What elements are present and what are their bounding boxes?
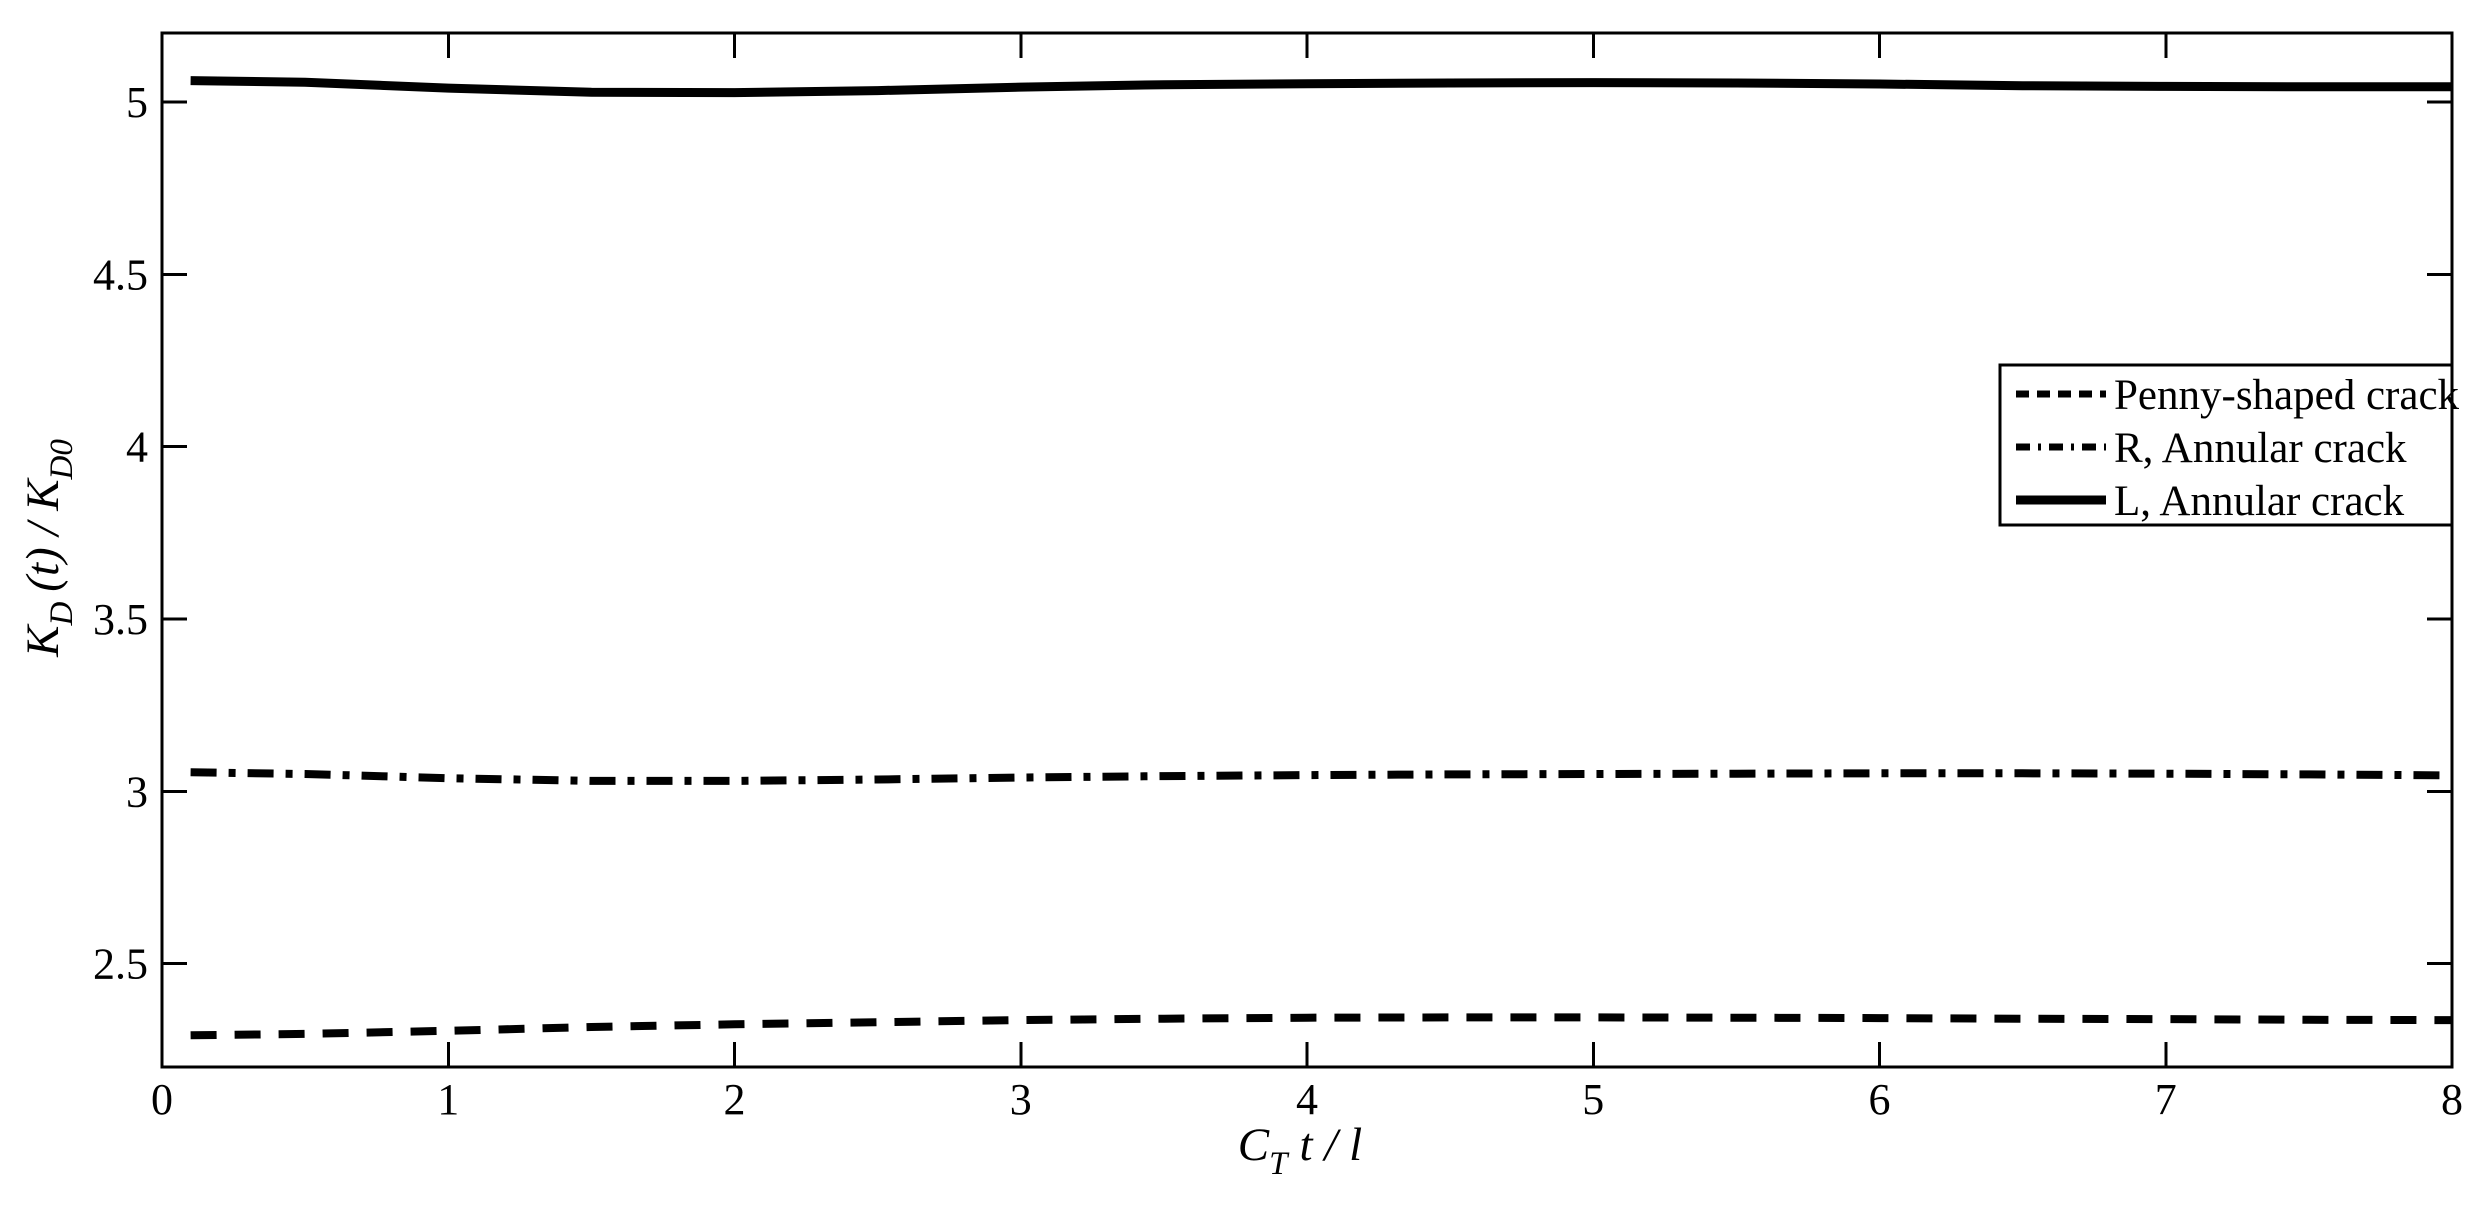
y-label-subscript-2: D0 xyxy=(44,439,80,481)
x-label-rest: t / l xyxy=(1300,1119,1363,1171)
x-tick-label: 4 xyxy=(1296,1075,1318,1124)
x-axis-label: CT t / l xyxy=(1238,1119,1362,1182)
legend-box: Penny-shaped crack R, Annular crack L, A… xyxy=(1998,363,2460,527)
x-tick-label: 3 xyxy=(1010,1075,1032,1124)
x-tick-label: 2 xyxy=(724,1075,746,1124)
x-tick-label: 5 xyxy=(1582,1075,1604,1124)
data-curves xyxy=(190,76,2453,1040)
x-label-base: C xyxy=(1238,1119,1270,1171)
y-tick-label: 4 xyxy=(126,423,148,472)
x-label-subscript: T xyxy=(1269,1146,1290,1182)
curve-dashed-0 xyxy=(190,1013,2453,1040)
x-tick-label: 6 xyxy=(1869,1075,1891,1124)
legend-label-penny-shaped-crack: Penny-shaped crack xyxy=(2114,372,2460,419)
axis-ticks xyxy=(160,33,2454,1067)
legend-label-r-annular-crack: R, Annular crack xyxy=(2114,425,2407,472)
y-label-k1: K xyxy=(17,623,69,658)
y-tick-label: 4.5 xyxy=(93,250,148,299)
y-tick-label: 2.5 xyxy=(93,940,148,989)
y-axis-label: KD(t) / KD0 xyxy=(17,439,80,658)
y-label-k2: K xyxy=(17,477,69,512)
legend-label-l-annular-crack: L, Annular crack xyxy=(2114,478,2405,525)
curve-solid-2 xyxy=(190,76,2452,98)
x-tick-label: 0 xyxy=(151,1075,173,1124)
y-tick-label: 3 xyxy=(126,767,148,816)
plot-frame xyxy=(160,31,2454,1069)
y-tick-label: 3.5 xyxy=(93,595,148,644)
y-label-mid: (t) / xyxy=(17,511,69,592)
axis-tick-labels: 0 1 2 3 4 5 6 7 8 2.5 3 3.5 4 4.5 5 xyxy=(93,78,2463,1124)
y-label-subscript-1: D xyxy=(44,602,80,627)
curve-dashdot-1 xyxy=(190,768,2453,785)
x-tick-label: 8 xyxy=(2441,1075,2463,1124)
y-tick-label: 5 xyxy=(126,78,148,127)
x-tick-label: 7 xyxy=(2155,1075,2177,1124)
x-tick-label: 1 xyxy=(437,1075,459,1124)
